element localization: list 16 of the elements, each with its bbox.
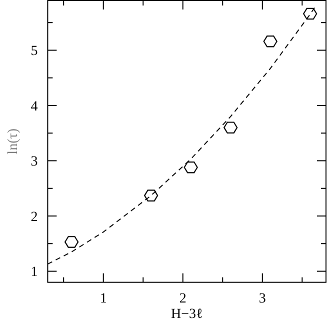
point (303, 8, 318, 20)
y-tick-label: 4 (30, 99, 38, 114)
y-axis-title: ln(τ) (6, 128, 21, 154)
x-axis-title: H−3ℓ (170, 307, 203, 322)
point (144, 190, 158, 202)
point (184, 161, 198, 174)
point (224, 122, 238, 134)
x-tick-label: 2 (179, 291, 186, 306)
y-tick-label: 5 (30, 44, 38, 60)
y-tick-label: 3 (30, 154, 38, 170)
point (64, 236, 79, 248)
x-tick-label: 1 (100, 291, 107, 306)
x-tick-label: 3 (258, 291, 266, 306)
y-tick-label: 1 (30, 265, 38, 280)
point (263, 35, 278, 48)
y-tick-label: 2 (30, 210, 38, 225)
